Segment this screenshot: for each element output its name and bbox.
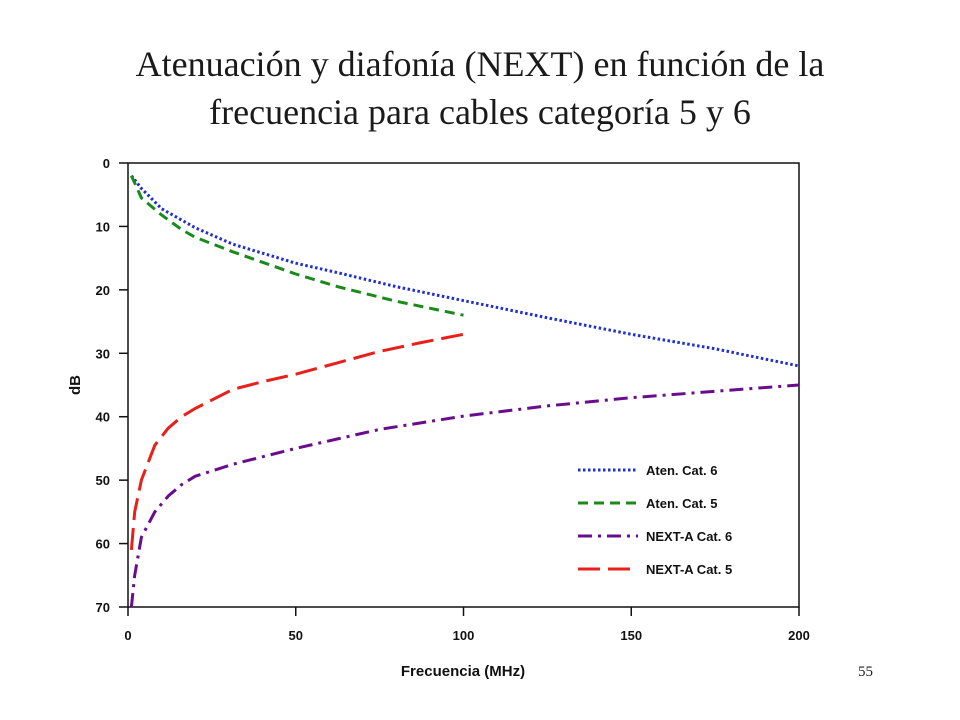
y-tick-label: 40 xyxy=(96,410,110,425)
y-tick-label: 60 xyxy=(96,537,110,552)
legend-label: Aten. Cat. 6 xyxy=(646,463,718,478)
series-line xyxy=(130,174,800,368)
chart-legend: Aten. Cat. 6 Aten. Cat. 5 NEXT-A Cat. 6 NEX… xyxy=(578,463,732,577)
series-line xyxy=(130,175,464,317)
x-tick-label: 50 xyxy=(289,628,303,643)
legend-label: Aten. Cat. 5 xyxy=(646,496,718,511)
page-number: 55 xyxy=(858,664,873,680)
series-layer xyxy=(129,174,800,608)
x-tick-label: 0 xyxy=(124,628,131,643)
chart-title-line-1: Atenuación y diafonía (NEXT) en función … xyxy=(135,44,825,84)
chart-axes: 0 10 20 30 40 50 60 70 0 50 100 150 200 xyxy=(96,156,810,643)
legend-label: NEXT-A Cat. 6 xyxy=(646,529,732,544)
x-tick-label: 200 xyxy=(788,628,810,643)
y-tick-label: 10 xyxy=(96,219,110,234)
legend-label: NEXT-A Cat. 5 xyxy=(646,562,732,577)
chart-title: Atenuación y diafonía (NEXT) en función … xyxy=(0,40,960,136)
y-tick-label: 30 xyxy=(96,346,110,361)
y-tick-label: 20 xyxy=(96,283,110,298)
x-tick-label: 100 xyxy=(453,628,475,643)
series-line xyxy=(129,383,800,608)
y-tick-label: 70 xyxy=(96,600,110,615)
x-axis-label: Frecuencia (MHz) xyxy=(401,663,525,680)
y-tick-label: 50 xyxy=(96,473,110,488)
y-axis-label: dB xyxy=(67,375,84,395)
series-line xyxy=(129,332,464,551)
x-tick-label: 150 xyxy=(620,628,642,643)
chart-title-line-2: frecuencia para cables categoría 5 y 6 xyxy=(209,92,751,132)
y-tick-label: 0 xyxy=(103,156,110,171)
